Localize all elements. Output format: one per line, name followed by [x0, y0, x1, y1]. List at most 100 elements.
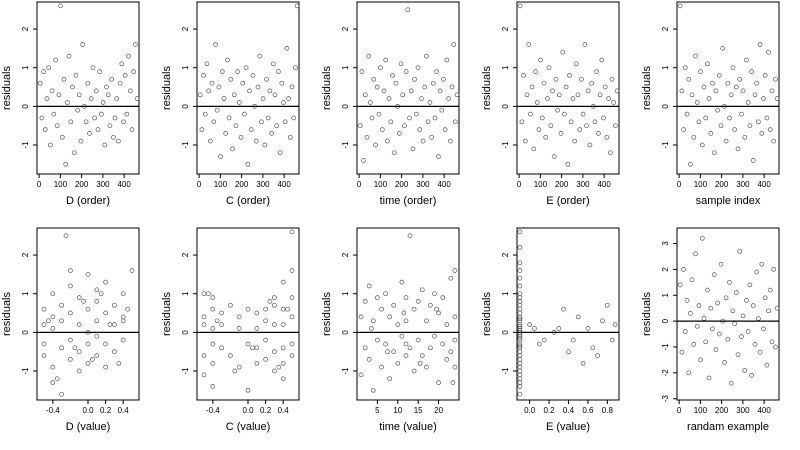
residual-point: [705, 61, 710, 67]
x-tick-label: 0.4: [278, 406, 290, 415]
residual-point: [68, 119, 74, 125]
y-tick-label: 2: [501, 26, 510, 31]
residual-point: [254, 310, 260, 316]
residual-point: [102, 142, 108, 148]
residual-point: [532, 326, 537, 331]
y-tick-label: 2: [341, 26, 350, 31]
residual-point: [109, 76, 114, 82]
residual-point: [452, 337, 458, 343]
residual-point: [126, 53, 131, 59]
residual-point: [221, 96, 227, 101]
residual-point: [201, 353, 207, 358]
residual-point: [582, 42, 588, 47]
residual-point: [72, 345, 78, 351]
residual-point: [228, 353, 233, 358]
residual-point: [749, 69, 754, 74]
residual-point: [517, 360, 523, 366]
residual-point: [442, 127, 448, 132]
residual-point: [451, 42, 457, 47]
residual-point: [452, 268, 458, 273]
residual-point: [358, 372, 364, 378]
residual-point: [708, 131, 714, 136]
residual-point: [693, 53, 698, 59]
x-tick-label: 300: [576, 180, 590, 189]
residual-point: [254, 360, 260, 366]
residual-point: [425, 119, 431, 125]
residual-point: [688, 311, 693, 316]
residual-point: [117, 80, 123, 86]
residual-point: [517, 353, 523, 358]
x-tick-label: 0: [197, 180, 202, 189]
residual-point: [54, 376, 60, 382]
residual-point: [59, 391, 64, 397]
residual-point: [399, 279, 405, 285]
residual-point: [452, 314, 458, 320]
residual-point: [129, 127, 135, 132]
residual-point: [716, 331, 722, 337]
y-tick-label: 1: [21, 65, 30, 70]
residual-point: [533, 69, 538, 74]
residual-point: [419, 287, 425, 293]
residual-point: [517, 324, 523, 329]
y-tick-label: -2: [661, 369, 670, 377]
residual-point: [589, 80, 594, 86]
y-axis-label: residuals: [161, 291, 173, 336]
residual-point: [434, 306, 439, 312]
residual-point: [73, 73, 79, 78]
y-tick-label: 0: [341, 330, 350, 335]
residual-point: [289, 84, 295, 90]
residual-panel-9: -1 0 1 2 0.0 0.2 0.4 0.6 0.8 E (value) residuals: [481, 227, 620, 433]
residual-point: [601, 115, 606, 121]
residual-point: [428, 345, 433, 351]
residual-point: [562, 111, 567, 117]
residual-point: [411, 368, 417, 374]
residual-point: [263, 357, 268, 362]
y-tick-label: -1: [661, 141, 670, 149]
residual-point: [727, 279, 732, 285]
residual-point: [573, 61, 579, 67]
residual-point: [761, 326, 766, 332]
residual-point: [107, 123, 113, 129]
residual-point: [93, 88, 99, 94]
residual-point: [517, 349, 523, 355]
residual-point: [357, 123, 363, 129]
residual-point: [708, 305, 714, 311]
residual-point: [265, 115, 271, 121]
residual-point: [289, 341, 295, 347]
residual-point: [120, 314, 126, 320]
residual-point: [270, 61, 276, 67]
x-tick-label: 0.2: [260, 406, 272, 415]
y-tick-label: 2: [21, 252, 30, 257]
y-axis-label: residuals: [161, 65, 173, 110]
residual-point: [613, 123, 618, 129]
x-tick-label: 300: [256, 180, 270, 189]
residual-point: [740, 88, 746, 94]
x-tick-label: 20: [434, 406, 443, 415]
residual-point: [517, 291, 523, 297]
residual-point: [762, 73, 768, 78]
residual-point: [517, 380, 523, 385]
x-tick-label: 5: [375, 406, 380, 415]
residual-point: [59, 345, 64, 351]
residual-point: [65, 100, 70, 105]
residual-point: [226, 115, 232, 121]
residual-point: [399, 333, 405, 339]
residual-point: [424, 318, 429, 324]
x-tick-label: 0.0: [242, 406, 254, 415]
y-tick-label: -1: [341, 141, 350, 149]
residual-point: [201, 291, 207, 297]
residual-point: [412, 76, 417, 82]
plot-frame: [516, 1, 620, 175]
residual-point: [773, 76, 778, 82]
residual-point: [450, 380, 456, 385]
residual-point: [752, 92, 758, 98]
residual-point: [730, 65, 736, 71]
residual-point: [219, 69, 225, 74]
residual-point: [693, 251, 698, 257]
residual-point: [701, 84, 707, 90]
residual-point: [546, 65, 552, 71]
residual-point: [545, 96, 550, 101]
residual-point: [567, 73, 572, 78]
x-tick-label: 300: [96, 180, 110, 189]
residual-point: [68, 268, 73, 273]
